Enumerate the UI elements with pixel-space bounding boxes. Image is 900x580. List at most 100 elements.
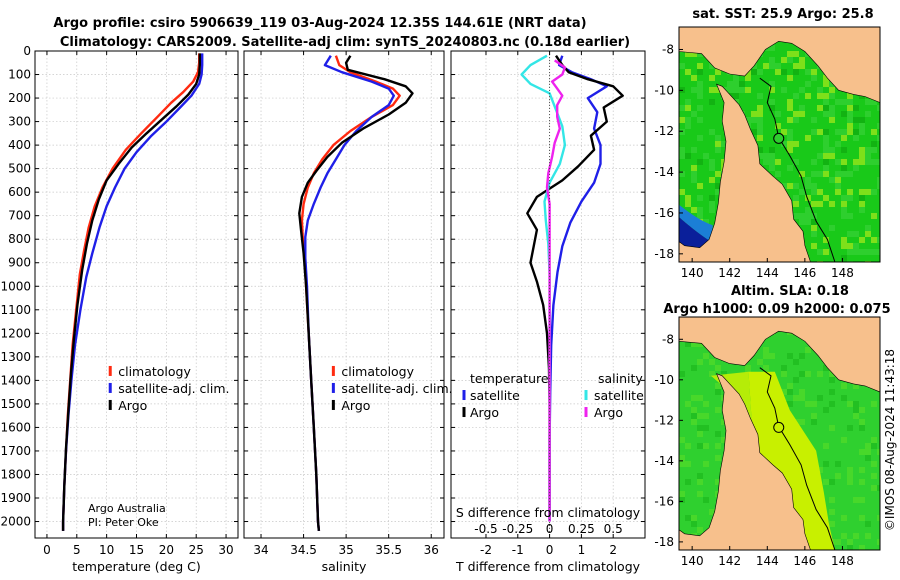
map-x-tick-label: 148 — [831, 266, 854, 280]
sea-pixel — [841, 207, 847, 213]
sea-pixel — [847, 249, 853, 255]
map-y-tick-label: -10 — [654, 83, 674, 97]
sea-pixel — [691, 341, 697, 347]
map-x-tick-label: 140 — [681, 554, 704, 568]
sea-pixel — [709, 63, 715, 69]
map-x-tick-label: 146 — [793, 266, 816, 280]
sea-pixel — [763, 159, 769, 165]
sea-pixel — [739, 81, 745, 87]
temperature-panel: 0 5 10 15 20 25 300100200300400500600700800900… — [0, 44, 239, 574]
sea-pixel — [865, 449, 871, 455]
sea-pixel — [709, 371, 715, 377]
x-axis-label: temperature (deg C) — [72, 559, 201, 574]
sea-pixel — [733, 87, 739, 93]
x-tick-label: 0 — [546, 543, 554, 557]
sea-pixel — [847, 467, 853, 473]
sea-pixel — [865, 99, 871, 105]
y-tick-label: 900 — [8, 256, 31, 270]
sea-pixel — [859, 425, 865, 431]
y-tick-label: 1200 — [0, 326, 31, 340]
sea-pixel — [847, 479, 853, 485]
x-tick-label: 25 — [189, 543, 204, 557]
x-tick-label: 34.5 — [290, 543, 317, 557]
y-tick-label: 1800 — [0, 467, 31, 481]
sea-pixel — [715, 365, 721, 371]
sea-pixel — [697, 87, 703, 93]
map-x-tick-label: 146 — [793, 554, 816, 568]
sea-pixel — [823, 461, 829, 467]
sea-pixel — [685, 99, 691, 105]
sea-pixel — [853, 117, 859, 123]
sea-pixel — [823, 195, 829, 201]
sea-pixel — [871, 485, 877, 491]
sea-pixel — [799, 171, 805, 177]
sea-pixel — [709, 159, 715, 165]
sea-pixel — [763, 63, 769, 69]
x-tick-label: 20 — [159, 543, 174, 557]
sea-pixel — [715, 171, 721, 177]
sea-pixel — [835, 171, 841, 177]
sea-pixel — [829, 111, 835, 117]
sea-pixel — [703, 425, 709, 431]
high-sla-band — [748, 371, 835, 550]
sea-pixel — [829, 225, 835, 231]
sea-pixel — [859, 545, 865, 550]
sea-pixel — [859, 129, 865, 135]
series-line-argo — [298, 55, 414, 532]
sea-pixel — [841, 255, 847, 261]
sea-pixel — [691, 515, 697, 521]
sea-pixel — [745, 117, 751, 123]
y-tick-label: 800 — [8, 232, 31, 246]
sea-pixel — [793, 159, 799, 165]
map-y-tick-label: -14 — [654, 454, 674, 468]
sea-pixel — [691, 419, 697, 425]
sea-pixel — [847, 401, 853, 407]
sea-pixel — [823, 479, 829, 485]
sea-pixel — [715, 479, 721, 485]
sea-pixel — [841, 159, 847, 165]
sea-pixel — [715, 141, 721, 147]
sea-pixel — [679, 455, 685, 461]
map-y-tick-label: -14 — [654, 165, 674, 179]
legend-heading-temperature: temperature — [470, 371, 549, 386]
sea-pixel — [781, 365, 787, 371]
s-tick-label: 0.5 — [604, 522, 623, 536]
legend-label: Argo — [341, 398, 370, 413]
y-tick-label: 1400 — [0, 373, 31, 387]
sea-pixel — [733, 75, 739, 81]
sea-pixel — [835, 461, 841, 467]
sea-pixel — [805, 81, 811, 87]
sea-pixel — [679, 129, 685, 135]
sea-pixel — [679, 153, 685, 159]
sea-pixel — [679, 371, 685, 377]
legend-label: Argo — [118, 398, 147, 413]
sea-pixel — [799, 189, 805, 195]
sea-pixel — [697, 413, 703, 419]
sea-pixel — [757, 111, 763, 117]
sea-pixel — [787, 389, 793, 395]
sea-pixel — [775, 69, 781, 75]
sea-pixel — [877, 105, 880, 111]
sea-pixel — [871, 159, 877, 165]
sea-pixel — [865, 189, 871, 195]
sea-pixel — [805, 177, 811, 183]
sea-pixel — [877, 123, 880, 129]
x-tick-label: 0 — [43, 543, 51, 557]
map-content — [679, 27, 880, 262]
sea-pixel — [697, 395, 703, 401]
sea-pixel — [811, 201, 817, 207]
sst-map: 140 142 144 146 148 -8 -10 -12 -14 -16 -18 — [654, 26, 881, 280]
land-cape-york — [679, 373, 811, 550]
sea-pixel — [679, 461, 685, 467]
sea-pixel — [697, 135, 703, 141]
sea-pixel — [721, 437, 727, 443]
sea-pixel — [697, 527, 703, 533]
map-x-tick-label: 142 — [718, 266, 741, 280]
x-tick-label: 36 — [424, 543, 439, 557]
sea-pixel — [841, 147, 847, 153]
sea-pixel — [787, 383, 793, 389]
sea-pixel — [769, 147, 775, 153]
y-tick-label: 1600 — [0, 420, 31, 434]
sea-pixel — [817, 395, 823, 401]
sea-pixel — [853, 135, 859, 141]
